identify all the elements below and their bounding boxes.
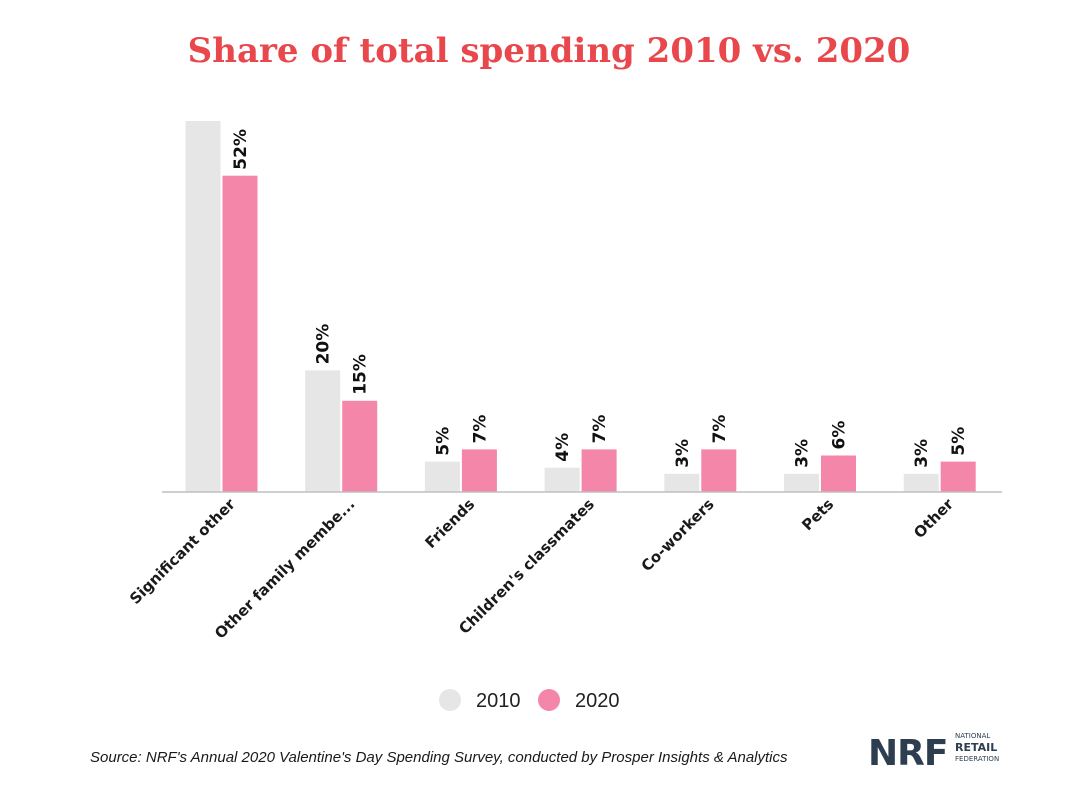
data-label-2020-2: 7%	[470, 415, 490, 444]
data-label-2010-5: 3%	[793, 439, 813, 468]
bar-2010-5	[784, 473, 819, 492]
legend-2020-swatch	[538, 689, 560, 711]
data-label-2010-1: 20%	[314, 324, 334, 365]
bar-2020-5	[821, 455, 856, 492]
legend-2010-label: 2010	[476, 690, 521, 712]
chart-title: Share of total spending 2010 vs. 2020	[188, 31, 911, 71]
bar-2010-4	[664, 473, 700, 492]
bar-2010-0	[185, 121, 221, 492]
data-label-2020-3: 7%	[590, 415, 610, 444]
bar-2020-0	[222, 175, 258, 492]
bar-2020-1	[342, 400, 378, 492]
bar-2020-3	[581, 449, 617, 492]
tick-label-2: Friends	[421, 495, 478, 552]
bar-2010-3	[544, 467, 580, 492]
bar-2010-6	[903, 473, 939, 492]
data-label-2010-4: 3%	[673, 439, 693, 468]
bar-2020-2	[461, 449, 497, 492]
bar-2010-1	[305, 370, 341, 492]
data-label-2020-5: 6%	[830, 421, 850, 450]
nrf-logo-line3: FEDERATION	[955, 755, 999, 763]
tick-label-5: Pets	[798, 495, 837, 534]
data-label-2010-2: 5%	[433, 427, 453, 456]
nrf-logo: NRF NATIONAL RETAIL FEDERATION	[868, 732, 999, 774]
source-note: Source: NRF's Annual 2020 Valentine's Da…	[90, 749, 788, 766]
bar-2010-2	[424, 461, 460, 492]
data-label-2020-0: 52%	[231, 129, 251, 170]
bar-2020-6	[940, 461, 976, 492]
legend-2020-label: 2020	[575, 690, 620, 712]
tick-label-4: Co-workers	[638, 495, 718, 575]
data-label-2020-1: 15%	[351, 354, 371, 395]
legend-2010-swatch	[439, 689, 461, 711]
nrf-logo-line1: NATIONAL	[955, 732, 990, 740]
tick-label-3: Children's classmates	[455, 495, 598, 638]
legend: 2010 2020	[439, 689, 620, 712]
bar-2020-4	[701, 449, 737, 492]
tick-label-6: Other	[910, 495, 957, 542]
tick-label-0: Significant other	[126, 495, 239, 608]
nrf-logo-mark: NRF	[868, 733, 947, 774]
data-labels-group: 52% 20% 15% 5% 7% 4% 7% 3% 7% 3% 6% 3% 5%	[231, 129, 969, 468]
data-label-2010-6: 3%	[912, 439, 932, 468]
data-label-2010-3: 4%	[553, 433, 573, 462]
nrf-logo-line2: RETAIL	[955, 741, 997, 754]
tick-label-1: Other family membe...	[211, 495, 358, 642]
data-label-2020-4: 7%	[710, 415, 730, 444]
bars-group	[185, 121, 976, 492]
data-label-2020-6: 5%	[949, 427, 969, 456]
